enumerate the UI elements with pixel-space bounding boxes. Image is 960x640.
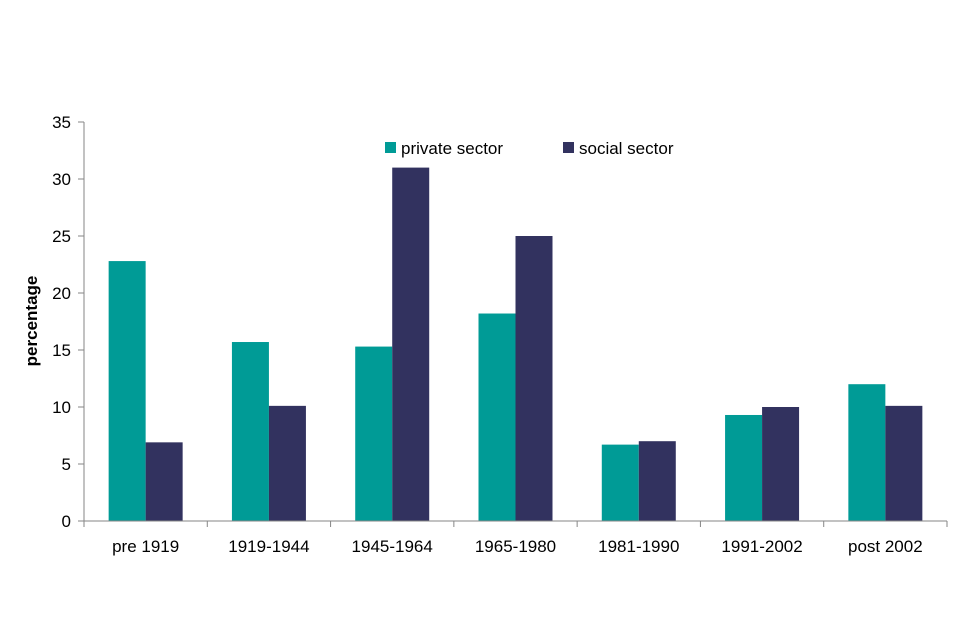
y-tick-label: 25 — [52, 227, 71, 246]
y-tick-label: 20 — [52, 284, 71, 303]
legend-label: private sector — [401, 139, 503, 158]
x-axis: pre 1919 1919-1944 1945-1964 1965-1980 1981-… — [83, 521, 948, 556]
bar-social-sector-1965-1980 — [515, 236, 553, 521]
bar-private-sector-pre-1919 — [108, 261, 146, 521]
bars — [108, 167, 923, 521]
x-tick-label: 1945-1964 — [352, 537, 433, 556]
x-tick-label: post 2002 — [848, 537, 923, 556]
y-tick-label: 10 — [52, 398, 71, 417]
bar-social-sector-1945-1964 — [392, 167, 430, 521]
x-tick-label: 1991-2002 — [721, 537, 802, 556]
y-tick-label: 5 — [62, 455, 71, 474]
bar-private-sector-1919-1944 — [231, 342, 269, 521]
y-tick-label: 15 — [52, 341, 71, 360]
x-tick-label: pre 1919 — [112, 537, 179, 556]
bar-private-sector-1991-2002 — [725, 414, 763, 521]
y-tick-label: 30 — [52, 170, 71, 189]
y-tick-label: 35 — [52, 113, 71, 132]
bar-private-sector-1945-1964 — [355, 346, 393, 521]
x-tick-label: 1919-1944 — [228, 537, 309, 556]
y-axis: 0 5 10 15 20 25 30 35 — [52, 113, 84, 531]
bar-private-sector-1981-1990 — [601, 444, 639, 521]
bar-social-sector-1981-1990 — [638, 441, 676, 521]
legend: private sector social sector — [385, 139, 674, 158]
legend-swatch — [563, 142, 574, 153]
bar-social-sector-pre-1919 — [145, 442, 183, 521]
x-tick-label: 1965-1980 — [475, 537, 556, 556]
bar-social-sector-1991-2002 — [762, 407, 800, 521]
bar-social-sector-1919-1944 — [268, 405, 306, 521]
bar-private-sector-1965-1980 — [478, 313, 516, 521]
legend-swatch — [385, 142, 396, 153]
y-tick-label: 0 — [62, 512, 71, 531]
bar-social-sector-post-2002 — [885, 405, 923, 521]
bar-private-sector-post-2002 — [848, 384, 886, 521]
x-tick-label: 1981-1990 — [598, 537, 679, 556]
legend-label: social sector — [579, 139, 674, 158]
y-axis-title: percentage — [22, 276, 41, 367]
